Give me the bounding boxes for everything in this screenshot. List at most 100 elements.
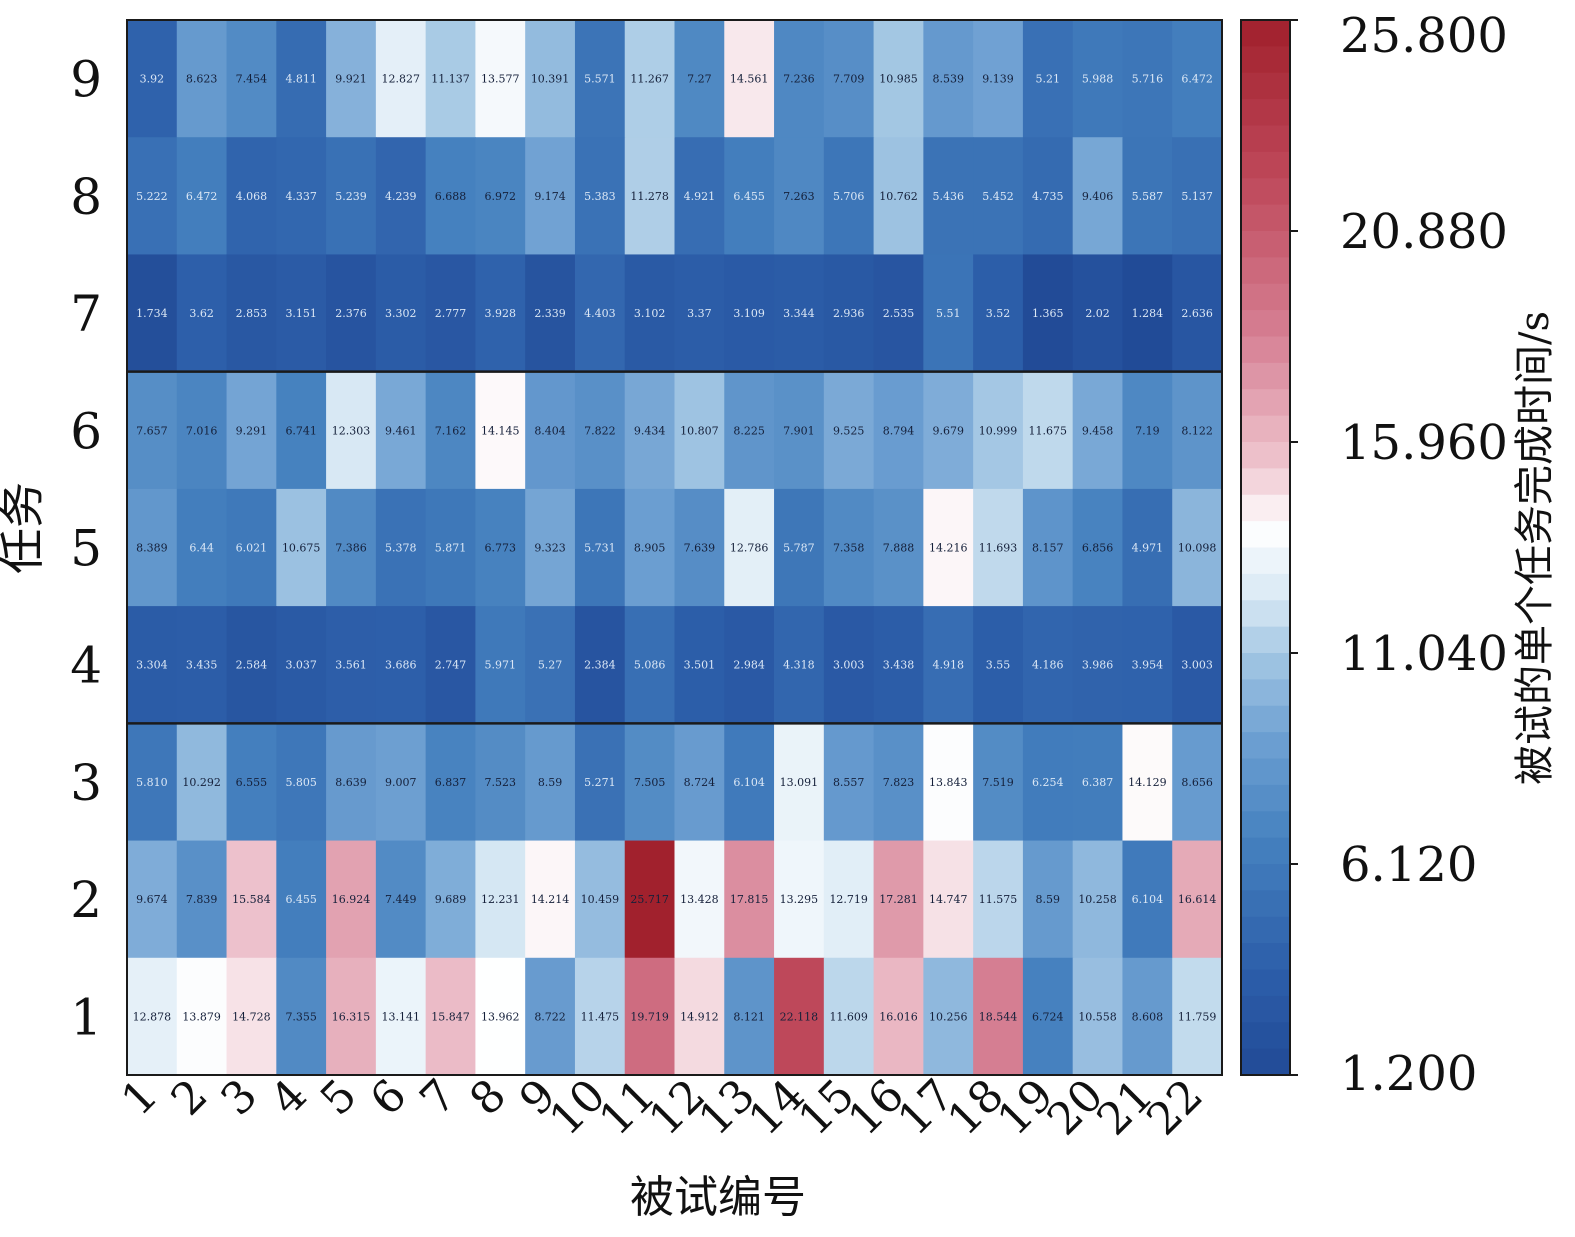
cell-value-label: 14.561 (730, 73, 769, 86)
cell-value-label: 16.315 (332, 1010, 371, 1023)
cell-value-label: 19.719 (630, 1010, 669, 1023)
colorbar-segment (1241, 811, 1290, 839)
heatmap-cell (1172, 488, 1223, 607)
colorbar-segment (1241, 758, 1290, 786)
cell-value-label: 2.747 (435, 659, 467, 672)
cell-value-label: 16.614 (1178, 893, 1217, 906)
heatmap-cell (574, 957, 626, 1076)
heatmap-cell (1022, 371, 1074, 490)
heatmap-cell (1072, 488, 1124, 607)
cell-value-label: 5.27 (538, 659, 563, 672)
heatmap-cell (1022, 957, 1074, 1076)
cell-value-label: 5.239 (335, 190, 367, 203)
cell-value-label: 6.972 (485, 190, 517, 203)
cell-value-label: 1.284 (1132, 307, 1164, 320)
heatmap-cell (525, 137, 576, 256)
cell-value-label: 13.091 (780, 776, 819, 789)
heatmap-cell (674, 606, 725, 724)
heatmap-cell (326, 254, 377, 373)
colorbar-ticks: 25.800 20.880 15.960 11.040 6.120 1.200 (1290, 8, 1508, 1102)
cell-value-label: 10.256 (929, 1010, 968, 1023)
heatmap-cell (226, 371, 277, 490)
colorbar-segment (1241, 494, 1290, 522)
cell-value-label: 3.62 (189, 307, 214, 320)
heatmap-cell (475, 137, 526, 256)
cell-value-label: 5.51 (936, 307, 961, 320)
cell-value-label: 6.773 (485, 542, 517, 555)
heatmap-cell (624, 137, 676, 256)
cell-value-label: 9.406 (1082, 190, 1114, 203)
heatmap-cell (425, 20, 477, 138)
heatmap-cell (226, 488, 277, 607)
cell-value-label: 14.728 (232, 1010, 271, 1023)
heatmap-cell (1072, 371, 1124, 490)
cell-value-label: 9.525 (833, 424, 865, 437)
heatmap-cell (176, 20, 228, 138)
cell-value-label: 9.461 (385, 424, 417, 437)
cell-value-label: 7.016 (186, 424, 218, 437)
cell-value-label: 13.141 (382, 1010, 421, 1023)
cell-value-label: 2.584 (236, 659, 268, 672)
heatmap-cell (127, 137, 178, 256)
heatmap-cell (525, 606, 576, 724)
heatmap-cell (574, 20, 626, 138)
cell-value-label: 7.657 (136, 424, 168, 437)
cell-value-label: 15.584 (232, 893, 271, 906)
heatmap-cell (127, 840, 178, 959)
heatmap-cell (276, 606, 327, 724)
cell-value-label: 11.575 (979, 893, 1018, 906)
heatmap-cell (1022, 723, 1074, 842)
cell-value-label: 6.724 (1032, 1010, 1064, 1023)
colorbar-segment (1241, 995, 1290, 1023)
y-tick-label: 7 (70, 285, 102, 343)
heatmap-cell (375, 371, 427, 490)
plot-frame (126, 19, 1223, 1076)
cell-value-label: 5.271 (584, 776, 616, 789)
heatmap-cell (1172, 606, 1223, 724)
heatmap-cell (1072, 606, 1124, 724)
colorbar-segment (1241, 283, 1290, 311)
colorbar-segment (1241, 547, 1290, 575)
heatmap-cell (1122, 137, 1173, 256)
cell-value-label: 1.734 (136, 307, 168, 320)
heatmap-cell (525, 840, 576, 959)
heatmap-cell (574, 723, 626, 842)
heatmap-cell (1022, 840, 1074, 959)
x-tick-label: 6 (361, 1070, 417, 1126)
colorbar-segment (1241, 442, 1290, 469)
heatmap-cell (1022, 606, 1074, 724)
cell-value-label: 12.303 (332, 424, 371, 437)
heatmap-cell (923, 840, 974, 959)
heatmap-cell (973, 137, 1024, 256)
cell-value-label: 2.339 (534, 307, 566, 320)
cell-value-label: 5.731 (584, 542, 616, 555)
heatmap-cell (276, 137, 327, 256)
x-tick-label: 7 (410, 1070, 466, 1126)
x-tick-label: 4 (261, 1070, 317, 1126)
cell-value-label: 10.807 (680, 424, 719, 437)
heatmap-cell (973, 723, 1024, 842)
cell-value-label: 9.291 (236, 424, 268, 437)
heatmap-cell (774, 723, 825, 842)
cell-value-label: 6.387 (1082, 776, 1114, 789)
heatmap-cell (624, 20, 676, 138)
cell-value-label: 8.389 (136, 542, 168, 555)
cell-value-label: 10.098 (1178, 542, 1217, 555)
x-tick-label: 8 (460, 1070, 516, 1126)
heatmap-cell (127, 371, 178, 490)
heatmap-cell-labels: 3.92 8.623 7.454 4.811 9.921 12.827 11.137 13.5… (133, 73, 1217, 1024)
cell-value-label: 6.44 (189, 542, 214, 555)
cell-value-label: 5.436 (933, 190, 965, 203)
heatmap-cell (525, 723, 576, 842)
cell-value-label: 8.121 (733, 1010, 765, 1023)
heatmap-cell (823, 20, 875, 138)
colorbar-segment (1241, 336, 1290, 364)
colorbar-segment (1241, 389, 1290, 417)
cell-value-label: 2.984 (733, 659, 765, 672)
cell-value-label: 5.805 (285, 776, 317, 789)
heatmap-cell (326, 840, 377, 959)
cell-value-label: 12.827 (382, 73, 421, 86)
colorbar-segment (1241, 890, 1290, 918)
cell-value-label: 8.656 (1181, 776, 1213, 789)
heatmap-cell (624, 840, 676, 959)
